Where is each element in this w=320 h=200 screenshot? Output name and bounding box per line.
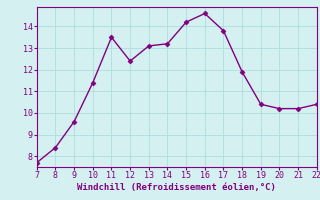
X-axis label: Windchill (Refroidissement éolien,°C): Windchill (Refroidissement éolien,°C) (77, 183, 276, 192)
